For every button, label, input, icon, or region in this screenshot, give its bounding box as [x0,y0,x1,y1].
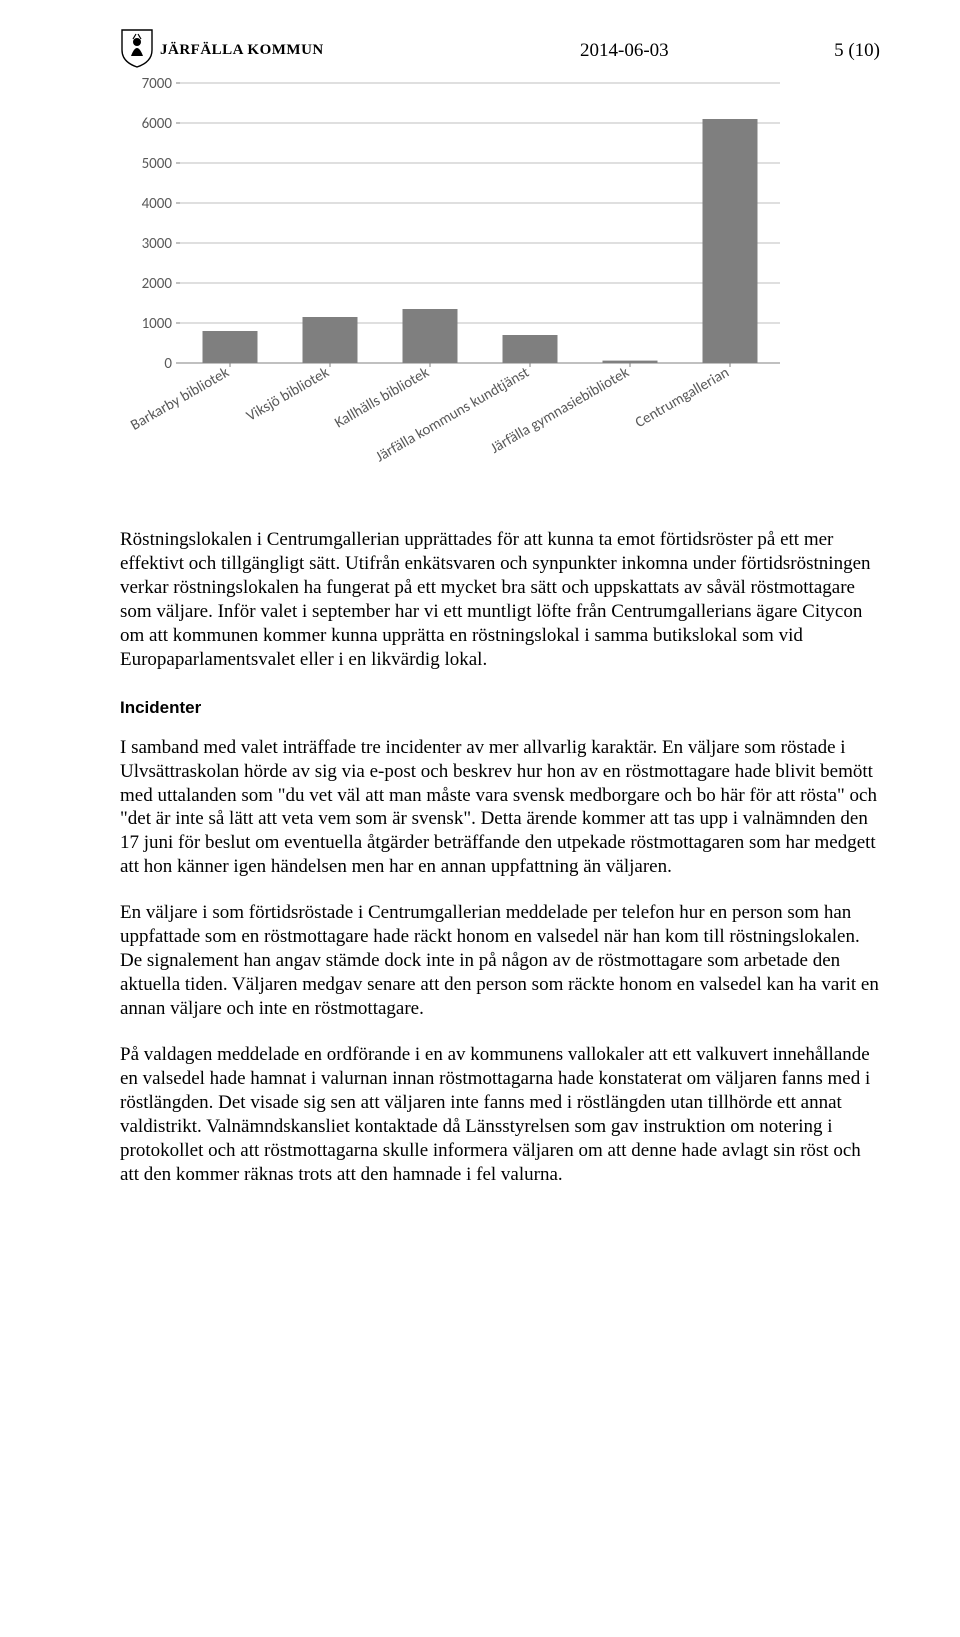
bar-chart: 0 1000 2000 3000 4000 5000 6000 7000 Barkarby bi… [130,73,880,498]
header-date: 2014-06-03 [580,40,669,62]
svg-text:Barkarby bibliotek: Barkarby bibliotek [130,364,233,435]
shield-icon [120,28,154,73]
org-name: JÄRFÄLLA KOMMUN [160,42,324,59]
svg-text:2000: 2000 [142,275,173,293]
svg-text:1000: 1000 [142,315,173,333]
svg-text:Kallhälls bibliotek: Kallhälls bibliotek [332,364,433,433]
svg-text:Centrumgallerian: Centrumgallerian [632,364,732,432]
svg-text:7000: 7000 [142,75,173,93]
page-header: JÄRFÄLLA KOMMUN 2014-06-03 5 (10) [120,28,880,73]
svg-text:4000: 4000 [142,195,173,213]
paragraph-4: På valdagen meddelade en ordförande i en… [120,1043,880,1187]
document-page: JÄRFÄLLA KOMMUN 2014-06-03 5 (10) 0 1000 2… [0,0,960,1249]
svg-text:Viksjö bibliotek: Viksjö bibliotek [243,364,332,426]
page-number: 5 (10) [834,40,880,62]
svg-text:0: 0 [164,355,172,373]
paragraph-3: En väljare i som förtidsröstade i Centru… [120,901,880,1021]
org-logo-block: JÄRFÄLLA KOMMUN [120,28,324,73]
svg-text:6000: 6000 [142,115,173,133]
bar-chart-svg: 0 1000 2000 3000 4000 5000 6000 7000 Barkarby bi… [130,73,790,498]
paragraph-2: I samband med valet inträffade tre incid… [120,736,880,880]
paragraph-1: Röstningslokalen i Centrumgallerian uppr… [120,528,880,672]
svg-text:5000: 5000 [142,155,173,173]
svg-text:3000: 3000 [142,235,173,253]
section-heading-incidenter: Incidenter [120,698,880,718]
